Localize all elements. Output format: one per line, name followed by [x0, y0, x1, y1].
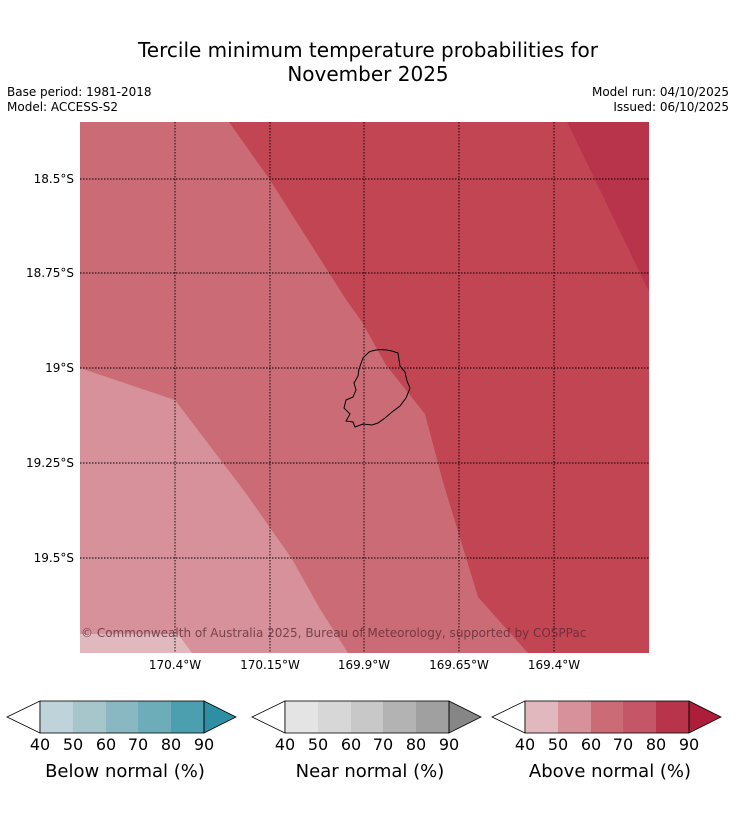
colorbar-extend-high [203, 700, 237, 734]
lat-label-19: 19°S [45, 361, 74, 375]
tick-50: 50 [62, 735, 84, 754]
colorbar-outline [39, 700, 205, 734]
colorbar-segment [171, 701, 204, 733]
colorbar-segment [383, 701, 416, 733]
colorbar-segment [416, 701, 449, 733]
tick-90: 90 [193, 735, 215, 754]
meta-right: Model run: 04/10/2025 Issued: 06/10/2025 [592, 85, 729, 115]
zone-above-70-80 [229, 122, 649, 653]
colorbar-segment [351, 701, 383, 733]
map-panel[interactable] [80, 122, 649, 653]
niue-coastline [343, 349, 411, 428]
legend-label-above: Above normal (%) [528, 761, 692, 782]
legend-label-below: Below normal (%) [45, 761, 205, 782]
colorbar-segment [318, 701, 351, 733]
lon-label-170-4: 170.4°W [148, 658, 202, 672]
lon-label-169-9: 169.9°W [337, 658, 391, 672]
colorbar-segment [525, 701, 558, 733]
colorbar-segment [623, 701, 656, 733]
tick-70: 70 [372, 735, 394, 754]
lat-label-18-75: 18.75°S [26, 266, 74, 280]
tick-40: 40 [274, 735, 296, 754]
tick-60: 60 [340, 735, 362, 754]
zone-above-50-60 [80, 368, 348, 653]
lon-label-169-4: 169.4°W [527, 658, 581, 672]
title-line-2: November 2025 [287, 62, 449, 86]
map-title: Tercile minimum temperature probabilitie… [0, 38, 736, 86]
colorbar-segment [591, 701, 623, 733]
colorbar-extend-high [688, 700, 722, 734]
lon-label-169-65: 169.65°W [429, 658, 489, 672]
colorbar-extend-low [6, 700, 41, 734]
legend-below-normal: 40 50 60 70 80 90 Below normal (%) [5, 700, 245, 800]
graticule [80, 122, 649, 653]
colorbar-segment [138, 701, 171, 733]
tick-50: 50 [547, 735, 569, 754]
copyright-notice: © Commonwealth of Australia 2025, Bureau… [81, 626, 587, 640]
tick-80: 80 [645, 735, 667, 754]
tick-90: 90 [438, 735, 460, 754]
colorbar-extend-low [251, 700, 286, 734]
tick-80: 80 [405, 735, 427, 754]
colorbar-segment [656, 701, 689, 733]
legend-near-normal: 40 50 60 70 80 90 Near normal (%) [250, 700, 490, 800]
tick-60: 60 [95, 735, 117, 754]
title-line-1: Tercile minimum temperature probabilitie… [137, 38, 599, 62]
zone-above-80-90 [567, 122, 649, 292]
tick-40: 40 [29, 735, 51, 754]
tick-80: 80 [160, 735, 182, 754]
lat-label-18-5: 18.5°S [33, 172, 74, 186]
colorbar-segment [285, 701, 318, 733]
lat-label-19-5: 19.5°S [33, 551, 74, 565]
colorbar-near [251, 700, 482, 734]
colorbar-extend-low [491, 700, 526, 734]
tick-60: 60 [580, 735, 602, 754]
tick-70: 70 [127, 735, 149, 754]
legend-above-normal: 40 50 60 70 80 90 Above normal (%) [490, 700, 730, 800]
colorbar-above [491, 700, 722, 734]
tick-50: 50 [307, 735, 329, 754]
meta-left: Base period: 1981-2018 Model: ACCESS-S2 [7, 85, 152, 115]
colorbar-segment [106, 701, 138, 733]
model-run-date: Model run: 04/10/2025 [591, 85, 729, 99]
zone-above-40-50 [80, 634, 192, 653]
lat-label-19-25: 19.25°S [26, 456, 74, 470]
colorbar-segment [73, 701, 106, 733]
base-period: Base period: 1981-2018 [7, 85, 152, 99]
tick-90: 90 [678, 735, 700, 754]
legend-label-near: Near normal (%) [295, 761, 445, 782]
colorbar-extend-high [448, 700, 482, 734]
tick-70: 70 [612, 735, 634, 754]
issued-date: Issued: 06/10/2025 [613, 100, 729, 114]
colorbar-below [6, 700, 237, 734]
colorbar-segment [40, 701, 73, 733]
colorbar-outline [524, 700, 690, 734]
lon-label-170-15: 170.15°W [240, 658, 300, 672]
model-name: Model: ACCESS-S2 [7, 100, 119, 114]
tick-40: 40 [514, 735, 536, 754]
map-svg [80, 122, 649, 653]
colorbar-outline [284, 700, 450, 734]
colorbar-segment [558, 701, 591, 733]
